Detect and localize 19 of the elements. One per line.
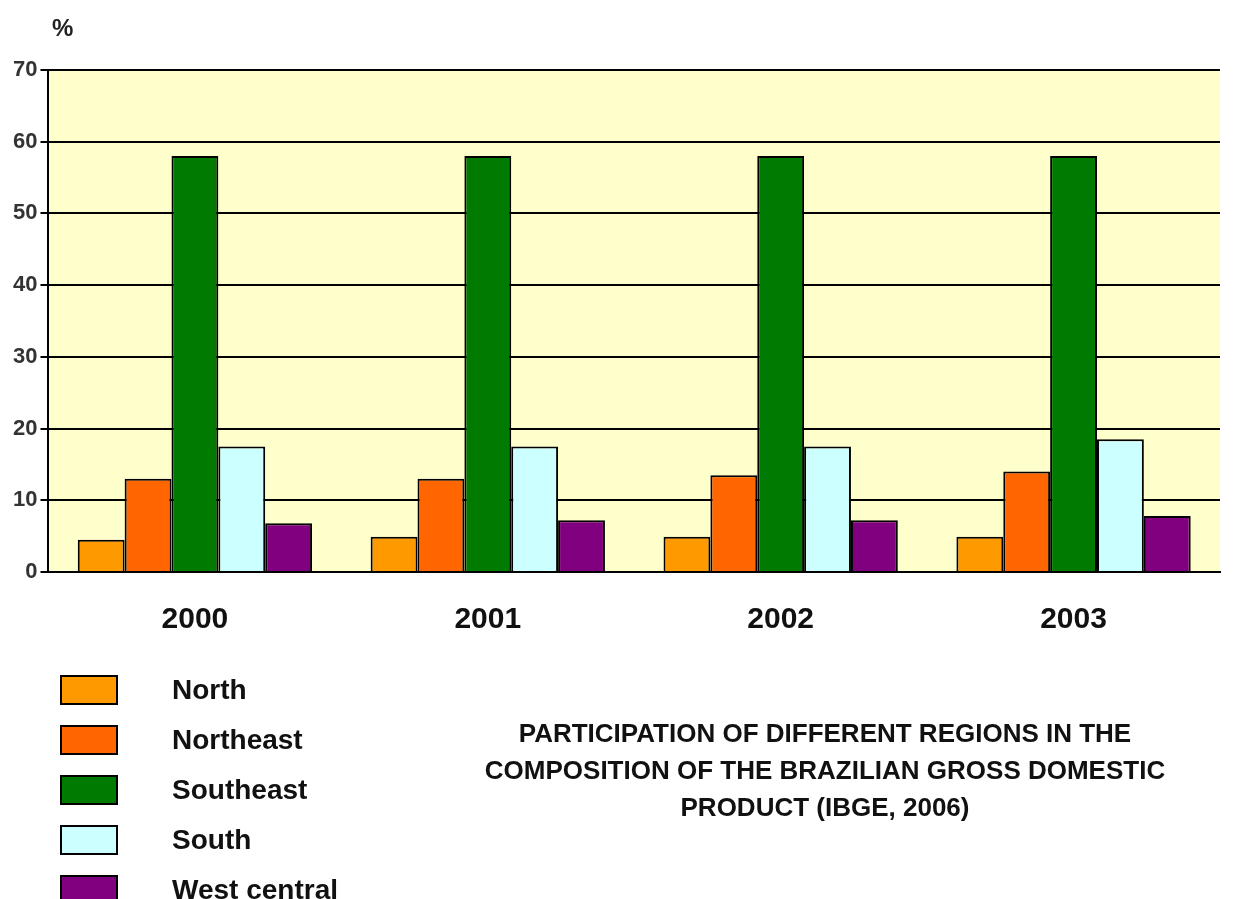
- legend-label: North: [172, 674, 247, 706]
- legend-label: Northeast: [172, 724, 303, 756]
- y-tick-label: 60: [12, 127, 38, 153]
- x-tick-label: 2000: [161, 601, 229, 635]
- x-tick-label: 2001: [454, 601, 522, 635]
- y-tick-label: 50: [12, 199, 38, 225]
- y-tick-label: 20: [12, 414, 38, 440]
- text: PARTICIPATION OF DIFFERENT REGIONS IN THE COMPOSITION OF THE BRAZILIAN GROSS DOMESTIC PRODUCT (IBGE, 2006): [483, 717, 1167, 824]
- y-tick-label: 30: [12, 342, 38, 368]
- y-tick-label: 10: [12, 486, 38, 512]
- y-tick-label: 70: [12, 56, 38, 82]
- legend-label: Southeast: [172, 774, 308, 806]
- legend-label: South: [172, 824, 252, 856]
- y-axis-title: %: [52, 14, 74, 42]
- legend-label: West central: [172, 874, 338, 899]
- x-tick-label: 2003: [1040, 601, 1107, 635]
- y-tick-label: 0: [25, 558, 38, 584]
- x-tick-label: 2002: [747, 601, 815, 635]
- y-tick-label: 40: [12, 271, 38, 297]
